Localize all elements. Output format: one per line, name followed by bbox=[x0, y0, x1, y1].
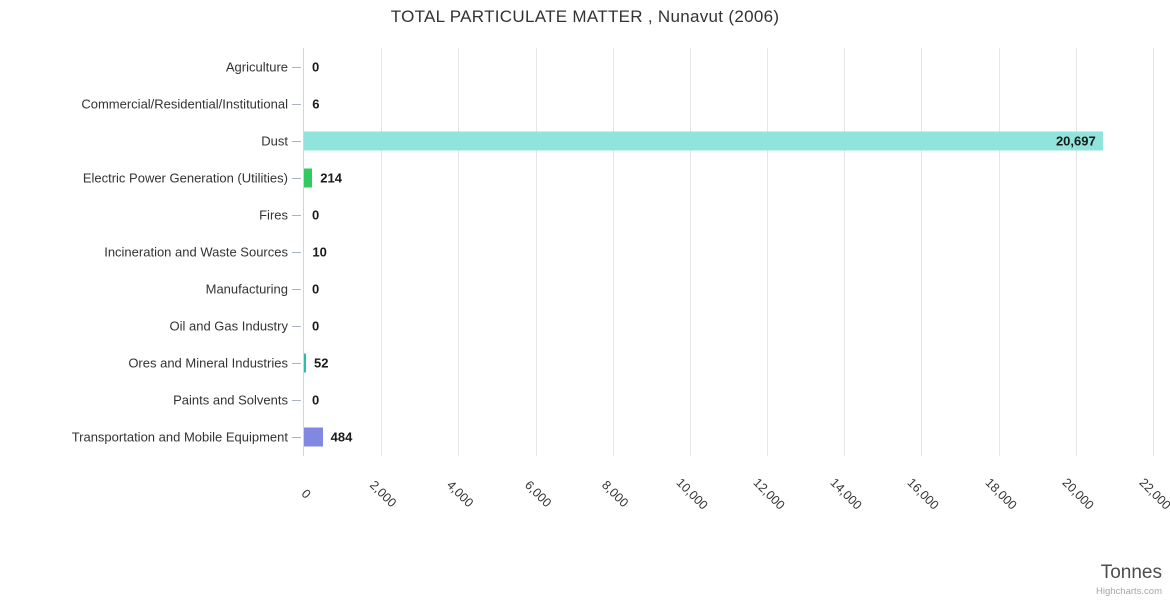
x-axis-title: Tonnes bbox=[1100, 562, 1162, 583]
x-axis-label: 2,000 bbox=[367, 477, 400, 511]
category-label: Commercial/Residential/Institutional bbox=[81, 96, 288, 112]
bar[interactable] bbox=[304, 168, 313, 188]
y-axis-tick-mark bbox=[292, 289, 301, 291]
value-label: 0 bbox=[312, 281, 320, 297]
category-label: Dust bbox=[261, 133, 288, 149]
y-axis-tick-mark bbox=[292, 103, 301, 105]
bar-row: Incineration and Waste Sources 10 bbox=[104, 233, 1152, 270]
bar-row: Electric Power Generation (Utilities) 214 bbox=[83, 159, 1152, 196]
gridline bbox=[381, 48, 383, 456]
gridline bbox=[458, 48, 460, 456]
x-axis-label: 16,000 bbox=[904, 475, 942, 513]
y-axis-tick-mark bbox=[292, 140, 301, 142]
x-axis-label: 18,000 bbox=[982, 475, 1020, 513]
category-label: Oil and Gas Industry bbox=[169, 318, 289, 334]
gridline bbox=[767, 48, 769, 456]
x-axis-label: 4,000 bbox=[444, 477, 477, 511]
gridline bbox=[535, 48, 537, 456]
category-label: Paints and Solvents bbox=[173, 392, 288, 408]
gridline bbox=[998, 48, 1000, 456]
category-label: Manufacturing bbox=[205, 281, 288, 297]
category-label: Agriculture bbox=[225, 59, 288, 75]
value-label: 0 bbox=[312, 207, 320, 223]
y-axis-tick-mark bbox=[292, 400, 301, 402]
bar-row: Paints and Solvents 0 bbox=[173, 382, 1152, 419]
value-label: 52 bbox=[314, 355, 329, 371]
y-axis-tick-mark bbox=[292, 326, 301, 328]
x-axis-label: 22,000 bbox=[1136, 475, 1170, 513]
x-axis-label: 6,000 bbox=[521, 477, 554, 511]
x-axis-label: 10,000 bbox=[673, 475, 711, 513]
plot-area: Agriculture 0 Commercial/Residential/Insti… bbox=[72, 48, 1154, 456]
chart-title: TOTAL PARTICULATE MATTER , Nunavut (2006… bbox=[390, 7, 780, 26]
x-axis-label: 0 bbox=[298, 486, 314, 502]
x-axis-label: 14,000 bbox=[827, 475, 865, 513]
gridline bbox=[689, 48, 691, 456]
value-label: 0 bbox=[312, 318, 320, 334]
x-axis-label: 20,000 bbox=[1059, 475, 1097, 513]
x-axis-label: 12,000 bbox=[750, 475, 788, 513]
bar[interactable] bbox=[304, 353, 306, 373]
category-label: Transportation and Mobile Equipment bbox=[71, 429, 288, 445]
bar-row: Transportation and Mobile Equipment 484 bbox=[72, 419, 1152, 456]
bar-row: Manufacturing 0 bbox=[206, 271, 1152, 308]
y-axis-tick-mark bbox=[292, 177, 301, 179]
highcharts-credits-link[interactable]: Highcharts.com bbox=[1096, 586, 1162, 597]
category-label: Fires bbox=[259, 207, 288, 223]
bar-row: Agriculture 0 bbox=[226, 48, 1152, 85]
y-axis-tick-mark bbox=[292, 251, 301, 253]
bar[interactable] bbox=[304, 131, 1103, 151]
gridline bbox=[844, 48, 846, 456]
gridline bbox=[1153, 48, 1154, 456]
category-label: Electric Power Generation (Utilities) bbox=[82, 170, 288, 186]
gridline bbox=[612, 48, 614, 456]
value-label: 214 bbox=[320, 170, 342, 186]
y-axis-tick-mark bbox=[292, 66, 301, 68]
value-label: 0 bbox=[312, 59, 320, 75]
value-label: 10 bbox=[312, 244, 327, 260]
value-label: 20,697 bbox=[1055, 133, 1096, 149]
category-label: Incineration and Waste Sources bbox=[104, 244, 288, 260]
value-label: 0 bbox=[312, 392, 320, 408]
bar-row: Commercial/Residential/Institutional 6 bbox=[81, 85, 1152, 122]
bar-row: Fires 0 bbox=[259, 196, 1152, 233]
y-axis-tick-mark bbox=[292, 214, 301, 216]
bar-row: Dust 20,697 bbox=[261, 122, 1152, 159]
value-label: 6 bbox=[312, 96, 320, 112]
value-label: 484 bbox=[330, 429, 353, 445]
y-axis-tick-mark bbox=[292, 437, 301, 439]
category-label: Ores and Mineral Industries bbox=[128, 355, 288, 371]
y-axis-tick-mark bbox=[292, 363, 301, 365]
gridline bbox=[921, 48, 923, 456]
bar[interactable] bbox=[304, 427, 323, 447]
gridline bbox=[1075, 48, 1077, 456]
bar-row: Ores and Mineral Industries 52 bbox=[128, 345, 1152, 382]
bar-row: Oil and Gas Industry 0 bbox=[170, 308, 1152, 345]
x-axis-label: 8,000 bbox=[598, 477, 631, 511]
